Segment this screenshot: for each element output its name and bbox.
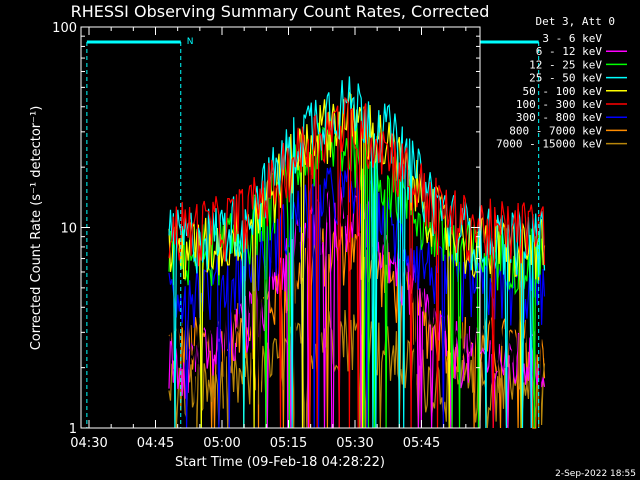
night-marker: N: [187, 37, 194, 47]
legend-label: 25 - 50 keV: [529, 72, 602, 85]
x-tick-label: 05:00: [203, 436, 240, 451]
series-line: [168, 309, 546, 429]
y-axis-label: Corrected Count Rate (s⁻¹ detector⁻¹): [29, 106, 44, 351]
date-stamp: 2-Sep-2022 18:55: [555, 469, 636, 479]
chart-title: RHESSI Observing Summary Count Rates, Co…: [71, 2, 490, 21]
x-tick-label: 05:15: [270, 436, 307, 451]
y-axis: 1 10 100: [52, 21, 480, 437]
legend-label: 6 - 12 keV: [536, 45, 603, 58]
legend-header: Det 3, Att 0: [536, 15, 615, 28]
x-tick-label: 05:45: [403, 436, 440, 451]
legend-label: 300 - 800 keV: [516, 111, 602, 124]
x-axis-label: Start Time (09-Feb-18 04:28:22): [175, 455, 385, 470]
legend-label: 800 - 7000 keV: [509, 124, 602, 137]
legend-label: 12 - 25 keV: [529, 58, 602, 71]
y-tick-label: 100: [52, 21, 77, 36]
series-group: [168, 76, 546, 429]
legend-label: 7000 - 15000 keV: [496, 138, 602, 151]
legend-label: 100 - 300 keV: [516, 98, 602, 111]
legend-label: 50 - 100 keV: [523, 85, 603, 98]
legend-label: 3 - 6 keV: [542, 32, 602, 45]
y-tick-label: 1: [69, 422, 77, 437]
x-tick-label: 04:30: [70, 436, 107, 451]
y-tick-label: 10: [60, 222, 77, 237]
x-tick-label: 04:45: [137, 436, 174, 451]
series-line: [168, 76, 546, 429]
x-tick-label: 05:30: [336, 436, 373, 451]
x-axis: 04:30 04:45 05:00 05:15 05:30 05:45: [70, 27, 467, 451]
series-line: [168, 96, 546, 429]
